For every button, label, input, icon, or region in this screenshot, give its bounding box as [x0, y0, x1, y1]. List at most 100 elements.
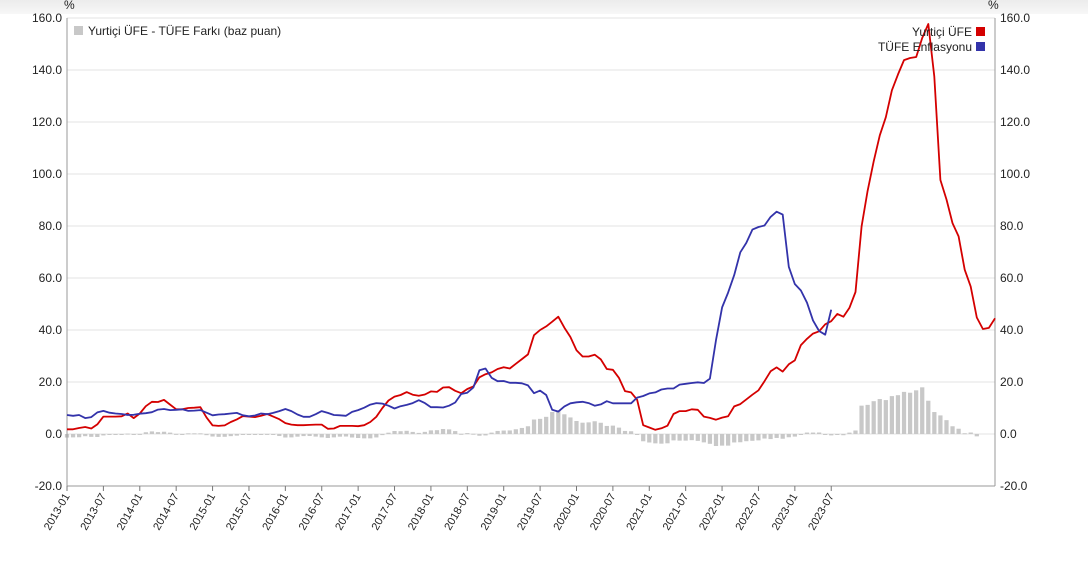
y-tick-label-left: 160.0	[32, 11, 62, 25]
bar-difference	[380, 434, 385, 436]
bar-difference	[804, 432, 810, 434]
bar-difference	[968, 432, 973, 434]
bar-difference	[228, 434, 233, 437]
bar-difference	[356, 434, 361, 439]
bar-difference	[883, 400, 888, 434]
bar-difference	[453, 431, 458, 434]
bar-difference	[428, 430, 434, 434]
bar-difference	[525, 426, 531, 434]
bar-difference	[137, 433, 142, 435]
bar-difference	[210, 434, 215, 437]
bar-difference	[507, 430, 512, 434]
x-tick-label: 2017-07	[370, 492, 401, 533]
bar-difference	[89, 434, 94, 437]
bar-difference	[410, 431, 415, 434]
bar-difference	[798, 434, 804, 435]
bar-difference	[544, 416, 549, 434]
x-tick-label: 2021-07	[661, 492, 692, 533]
bar-difference	[774, 434, 779, 438]
bar-difference	[622, 430, 628, 434]
bar-difference	[531, 419, 537, 434]
bar-difference	[289, 434, 294, 438]
bar-difference	[592, 421, 597, 434]
y-tick-label-left: 120.0	[32, 115, 62, 129]
bar-difference	[780, 434, 785, 439]
bar-difference	[628, 431, 634, 434]
bar-difference	[258, 434, 264, 435]
bar-difference	[240, 434, 246, 435]
y-tick-label-right: 20.0	[1000, 375, 1024, 389]
bar-difference	[847, 432, 852, 434]
bar-difference	[823, 434, 828, 435]
legend-label-bar: Yurtiçi ÜFE - TÜFE Farkı (baz puan)	[88, 24, 281, 38]
bar-difference	[319, 434, 324, 438]
bar-difference	[914, 390, 919, 434]
bar-difference	[70, 434, 76, 438]
bar-difference	[501, 430, 506, 434]
bar-difference	[161, 431, 167, 434]
bar-difference	[374, 434, 379, 438]
bar-difference	[859, 405, 864, 434]
bar-difference	[113, 434, 118, 435]
bar-difference	[331, 434, 336, 438]
legend-label-ufe: Yurtiçi ÜFE	[912, 25, 972, 39]
bar-difference	[489, 432, 494, 434]
bar-difference	[556, 410, 561, 434]
bar-difference	[956, 428, 961, 434]
bar-difference	[713, 434, 719, 447]
bar-difference	[513, 429, 518, 434]
bar-difference	[683, 434, 688, 441]
bar-difference	[125, 433, 130, 435]
bar-difference	[719, 434, 725, 446]
bar-difference	[465, 433, 470, 435]
bar-difference	[404, 430, 409, 434]
bar-difference	[944, 420, 949, 434]
bar-difference	[198, 433, 203, 435]
bar-difference	[762, 434, 767, 439]
bar-difference	[471, 433, 476, 435]
bar-difference	[926, 400, 931, 434]
y-tick-label-right: 0.0	[1000, 427, 1017, 441]
bar-difference	[440, 428, 446, 434]
bar-difference	[283, 434, 288, 438]
bar-difference	[744, 434, 749, 442]
legend: Yurtiçi ÜFE - TÜFE Farkı (baz puan) Yurt…	[74, 24, 985, 54]
bar-difference	[362, 434, 367, 439]
bar-difference	[446, 429, 452, 434]
bar-difference	[568, 417, 573, 434]
bar-difference	[829, 434, 834, 436]
bar-difference	[119, 434, 124, 435]
y-tick-label-right: 60.0	[1000, 271, 1024, 285]
bar-difference	[368, 434, 373, 439]
right-unit-label: %	[988, 0, 999, 12]
bar-difference	[143, 432, 148, 434]
y-tick-label-right: 160.0	[1000, 11, 1030, 25]
bar-difference	[635, 434, 640, 435]
x-tick-label: 2018-07	[442, 492, 473, 533]
bar-difference	[671, 434, 676, 441]
bar-difference	[537, 418, 543, 434]
bar-difference	[889, 396, 895, 434]
bar-difference	[246, 434, 252, 435]
axis-layer: % % -20.0 -20.0 0.0 0.0 20.0 20.0 40.0 40.0 60.0…	[32, 0, 1030, 532]
bar-difference	[77, 434, 82, 438]
bar-difference	[155, 432, 161, 434]
bar-difference	[337, 434, 343, 437]
bar-difference	[750, 434, 755, 441]
y-tick-label-left: 20.0	[39, 375, 63, 389]
bar-difference	[792, 434, 797, 437]
bar-difference	[265, 433, 270, 435]
x-tick-label: 2015-07	[224, 492, 255, 533]
bar-difference	[392, 431, 397, 434]
bar-difference	[313, 434, 318, 437]
x-tick-label: 2014-07	[151, 492, 182, 533]
bar-difference	[598, 422, 603, 434]
x-tick-label: 2022-07	[733, 492, 764, 533]
bar-difference	[131, 434, 136, 435]
bar-difference	[277, 434, 282, 437]
bar-difference	[738, 434, 743, 443]
bar-difference	[580, 422, 585, 434]
y-tick-label-left: 60.0	[39, 271, 63, 285]
bar-difference	[234, 434, 239, 436]
x-tick-label: 2014-01	[115, 492, 146, 533]
